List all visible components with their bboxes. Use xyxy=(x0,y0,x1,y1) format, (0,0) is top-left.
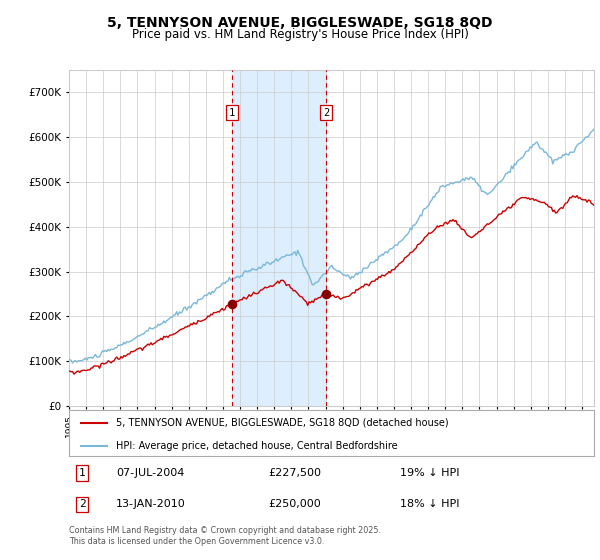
Text: 13-JAN-2010: 13-JAN-2010 xyxy=(116,500,186,509)
Text: Contains HM Land Registry data © Crown copyright and database right 2025.
This d: Contains HM Land Registry data © Crown c… xyxy=(69,526,381,546)
Text: Price paid vs. HM Land Registry's House Price Index (HPI): Price paid vs. HM Land Registry's House … xyxy=(131,28,469,41)
Text: 19% ↓ HPI: 19% ↓ HPI xyxy=(400,468,459,478)
Text: 5, TENNYSON AVENUE, BIGGLESWADE, SG18 8QD: 5, TENNYSON AVENUE, BIGGLESWADE, SG18 8Q… xyxy=(107,16,493,30)
Text: 1: 1 xyxy=(79,468,86,478)
Text: 5, TENNYSON AVENUE, BIGGLESWADE, SG18 8QD (detached house): 5, TENNYSON AVENUE, BIGGLESWADE, SG18 8Q… xyxy=(116,418,449,428)
Text: 18% ↓ HPI: 18% ↓ HPI xyxy=(400,500,459,509)
Bar xyxy=(232,70,326,406)
Text: 2: 2 xyxy=(79,500,86,509)
Text: 07-JUL-2004: 07-JUL-2004 xyxy=(116,468,185,478)
Text: HPI: Average price, detached house, Central Bedfordshire: HPI: Average price, detached house, Cent… xyxy=(116,441,398,451)
Point xyxy=(322,290,331,298)
Text: £227,500: £227,500 xyxy=(269,468,322,478)
Text: £250,000: £250,000 xyxy=(269,500,321,509)
Text: 2: 2 xyxy=(323,108,329,118)
Point xyxy=(227,300,236,309)
Text: 1: 1 xyxy=(229,108,235,118)
